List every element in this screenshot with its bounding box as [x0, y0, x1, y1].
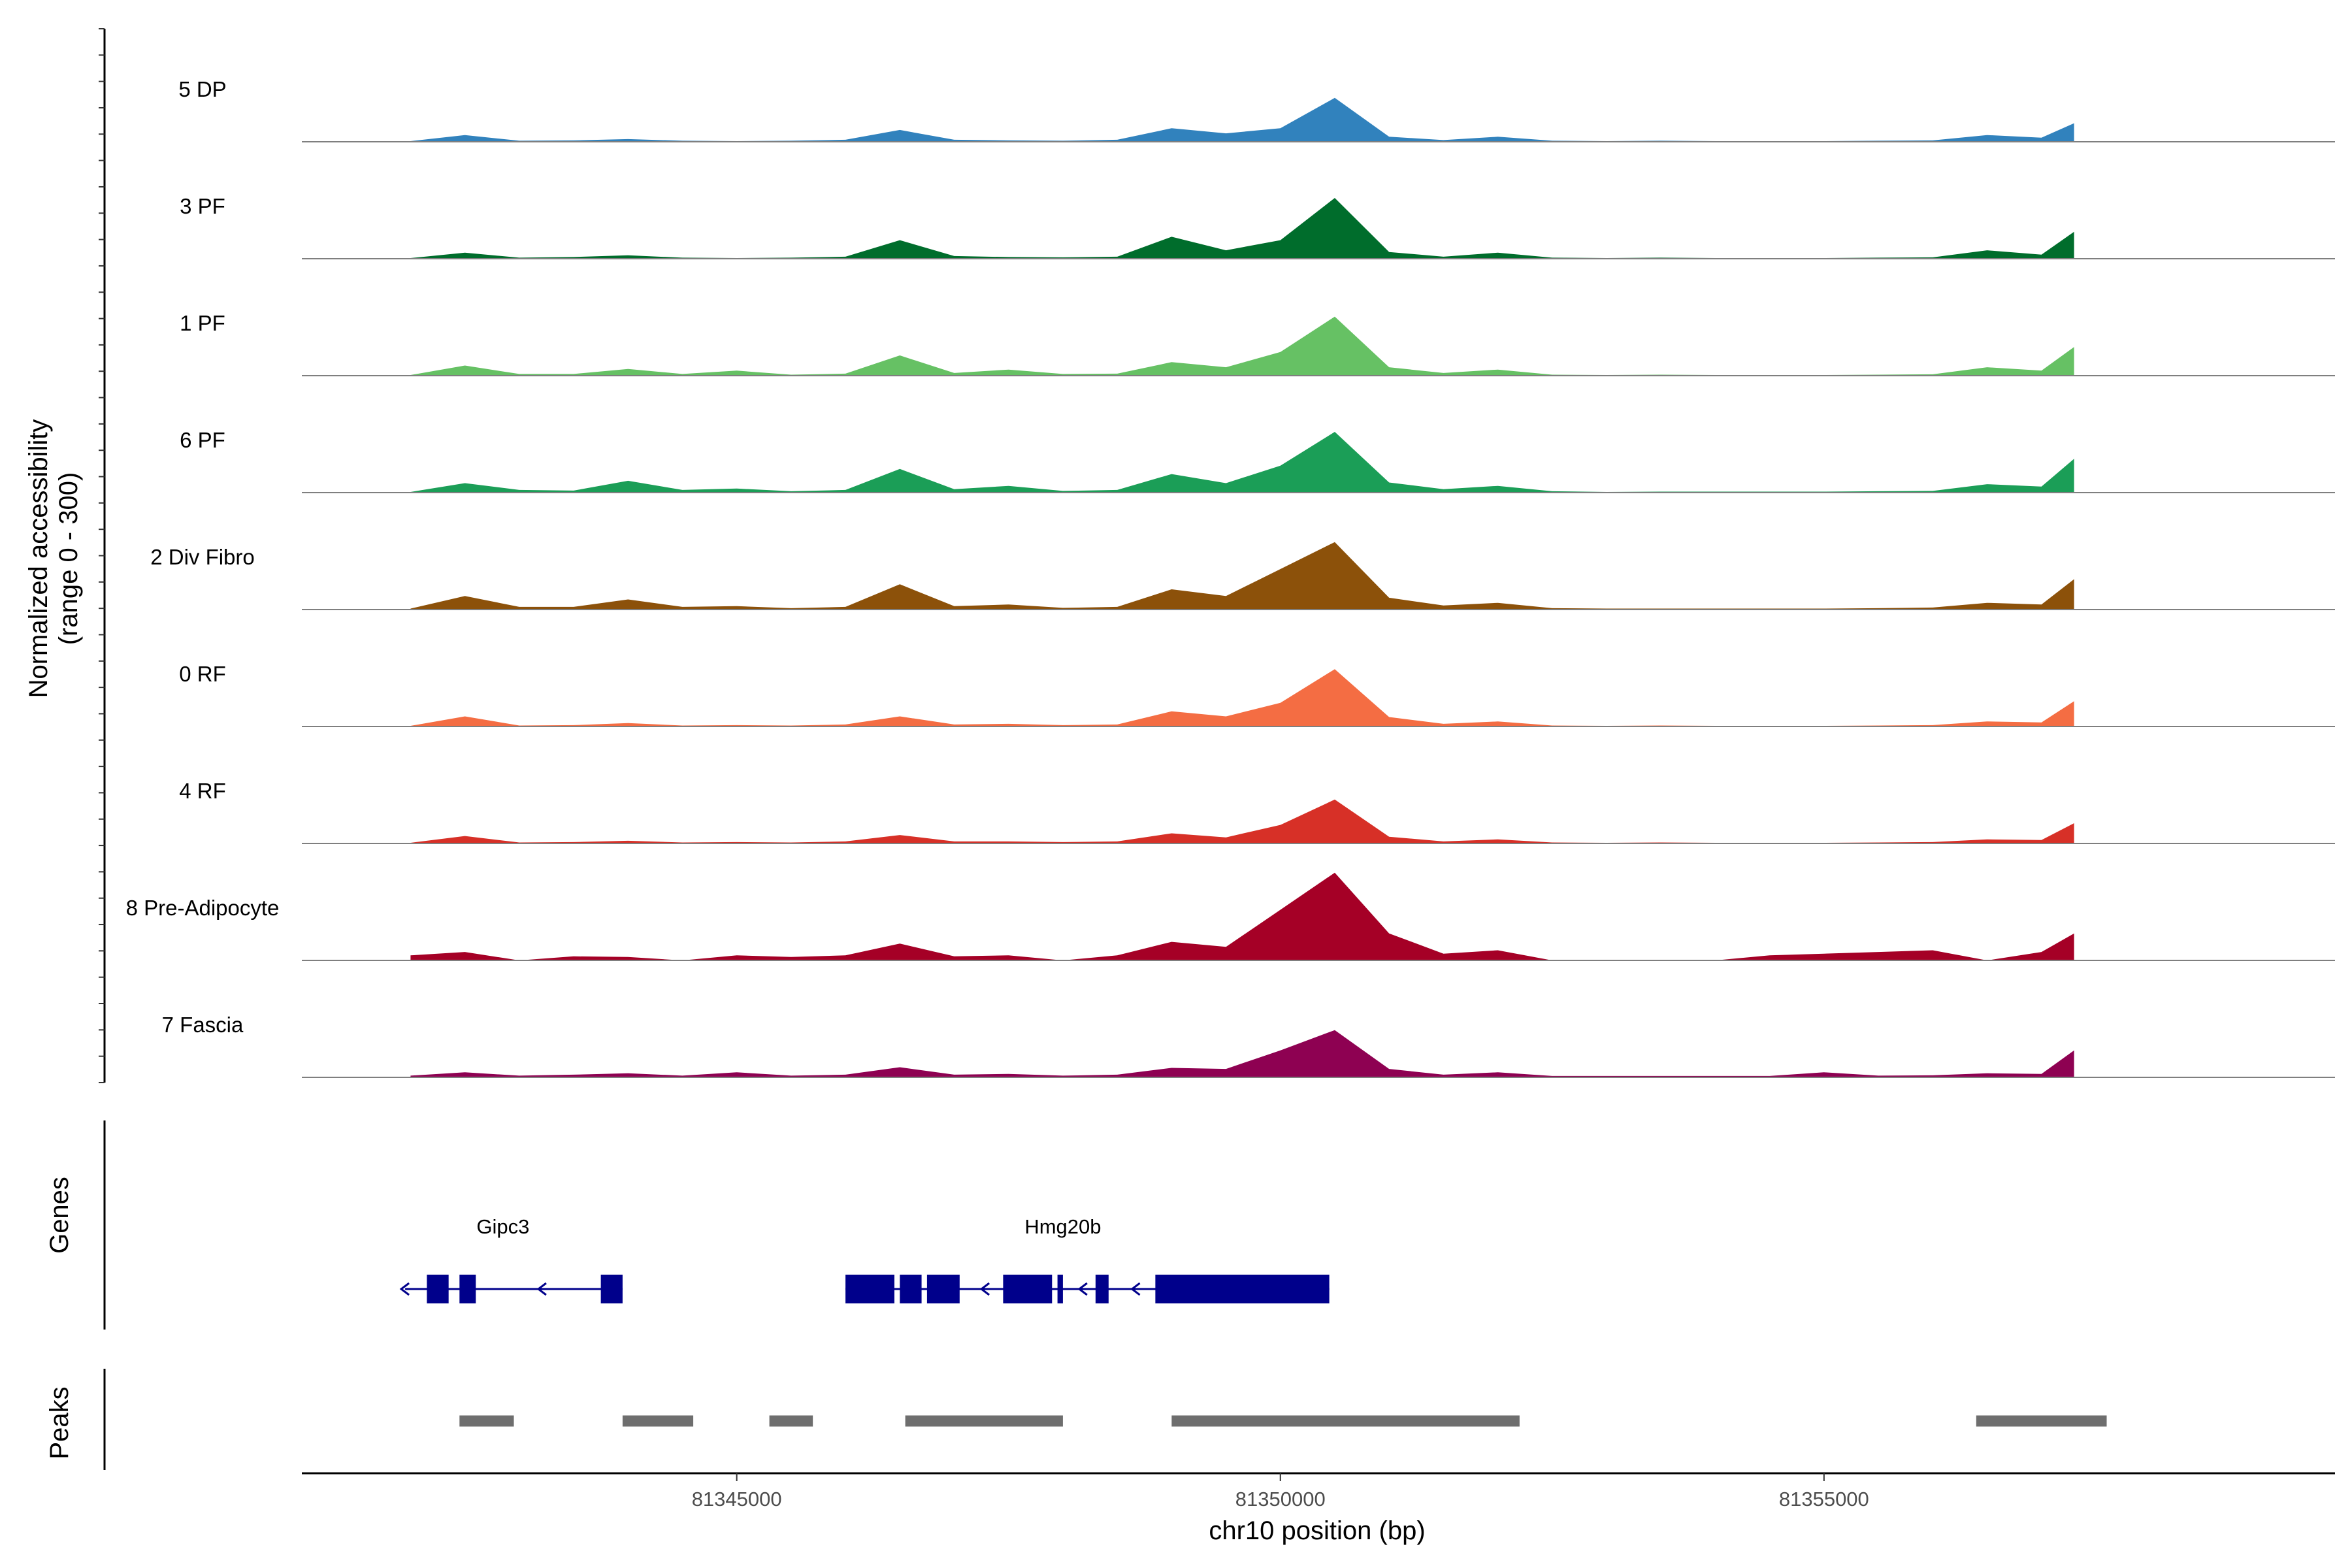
coverage-ylabel-line2: (range 0 - 300) — [54, 472, 83, 645]
x-axis: 81345000 81350000 81355000 — [302, 1472, 2335, 1511]
track-7-fascia: 7 Fascia — [162, 1013, 2335, 1078]
coverage-area — [410, 669, 2074, 727]
track-label: 3 PF — [180, 194, 225, 218]
track-4-rf: 4 RF — [179, 779, 2335, 844]
track-label: 2 Div Fibro — [150, 545, 255, 569]
gene-gipc3: Gipc3 — [399, 1215, 623, 1303]
x-axis-title: chr10 position (bp) — [1209, 1516, 1425, 1545]
track-6-pf: 6 PF — [180, 428, 2335, 493]
track-8-pre-adipocyte: 8 Pre-Adipocyte — [126, 872, 2335, 961]
gene-exon — [427, 1275, 449, 1303]
gene-label: Gipc3 — [476, 1215, 529, 1238]
coverage-area — [410, 432, 2074, 493]
x-tick-label: 81350000 — [1235, 1488, 1326, 1511]
track-label: 7 Fascia — [162, 1013, 244, 1037]
track-3-pf: 3 PF — [180, 194, 2335, 259]
coverage-area — [410, 872, 2074, 960]
track-label: 6 PF — [180, 428, 225, 452]
coverage-area — [410, 198, 2074, 259]
gene-exon — [459, 1275, 476, 1303]
gene-exon — [926, 1275, 960, 1303]
peak-bar — [622, 1415, 694, 1427]
gene-exon — [1057, 1275, 1063, 1303]
coverage-tracks: 5 DP 3 PF 1 PF 6 PF 2 Div Fibro 0 RF 4 RF 8 Pre… — [126, 77, 2335, 1078]
peak-bar — [905, 1415, 1063, 1427]
strand-arrow — [399, 1282, 410, 1296]
strand-arrow — [1130, 1282, 1141, 1296]
gene-exon — [845, 1275, 894, 1303]
gene-exon — [900, 1275, 922, 1303]
gene-hmg20b: Hmg20b — [845, 1215, 1330, 1303]
coverage-ylabel-line1: Normalized accessibility — [24, 419, 53, 698]
gene-exon — [1095, 1275, 1109, 1303]
coverage-area — [410, 1030, 2074, 1077]
coverage-area — [410, 316, 2074, 376]
peak-bar — [1171, 1415, 1520, 1427]
strand-arrow — [979, 1282, 990, 1296]
coverage-area — [410, 799, 2074, 843]
gene-exon — [1155, 1275, 1330, 1303]
peak-bar — [1976, 1415, 2107, 1427]
track-label: 0 RF — [179, 662, 226, 686]
genes-panel: Gipc3 Hmg20b — [103, 1120, 1330, 1330]
gene-exon — [600, 1275, 623, 1303]
genes-panel-label: Genes — [45, 1177, 74, 1254]
track-label: 1 PF — [180, 311, 225, 335]
gene-label: Hmg20b — [1024, 1215, 1101, 1238]
track-0-rf: 0 RF — [179, 662, 2335, 727]
track-2-div-fibro: 2 Div Fibro — [150, 542, 2335, 610]
coverage-y-axis — [99, 28, 106, 1083]
track-label: 4 RF — [179, 779, 226, 803]
strand-arrow — [536, 1282, 547, 1296]
peak-bar — [769, 1415, 813, 1427]
peak-bar — [459, 1415, 514, 1427]
track-5-dp: 5 DP — [178, 77, 2335, 142]
strand-arrow — [1077, 1282, 1088, 1296]
peaks-panel-label: Peaks — [45, 1386, 74, 1459]
peaks-panel — [103, 1369, 2107, 1470]
gene-exon — [1003, 1275, 1053, 1303]
track-1-pf: 1 PF — [180, 311, 2335, 376]
track-label: 8 Pre-Adipocyte — [126, 896, 280, 920]
x-tick-label: 81355000 — [1779, 1488, 1869, 1511]
track-label: 5 DP — [178, 77, 226, 101]
x-tick-label: 81345000 — [692, 1488, 782, 1511]
coverage-area — [410, 542, 2074, 610]
coverage-area — [410, 97, 2074, 142]
